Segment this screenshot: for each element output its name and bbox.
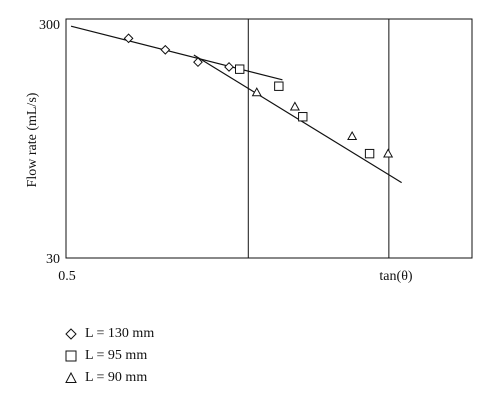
triangle-data-point bbox=[251, 87, 262, 97]
diamond-icon bbox=[65, 328, 77, 340]
legend-label: L = 90 mm bbox=[85, 370, 148, 385]
x-tick-label: 0.5 bbox=[58, 269, 76, 284]
y-tick-label: 300 bbox=[39, 18, 60, 33]
diamond-data-point bbox=[160, 44, 171, 55]
legend-label: L = 130 mm bbox=[85, 326, 155, 341]
plot-frame bbox=[65, 18, 473, 259]
square-data-point bbox=[364, 148, 375, 159]
triangle-icon bbox=[65, 371, 77, 383]
square-data-point bbox=[298, 112, 308, 122]
diamond-data-point bbox=[193, 57, 203, 68]
legend-item-l130: L = 130 mm bbox=[64, 323, 154, 345]
triangle-data-point bbox=[289, 101, 300, 111]
triangle-data-point bbox=[347, 130, 358, 141]
square-icon bbox=[65, 350, 77, 362]
diamond-data-point bbox=[224, 62, 234, 72]
legend-item-l95: L = 95 mm bbox=[64, 345, 154, 367]
square-data-point bbox=[274, 81, 284, 91]
legend-item-l90: L = 90 mm bbox=[64, 367, 154, 389]
diamond-data-point bbox=[123, 33, 134, 44]
square-data-point bbox=[234, 64, 245, 74]
y-tick-label: 30 bbox=[46, 252, 60, 267]
triangle-data-point bbox=[383, 148, 394, 158]
fit-line bbox=[70, 25, 283, 81]
fit-line bbox=[193, 54, 402, 184]
x-axis-label: tan(θ) bbox=[379, 269, 412, 284]
legend: L = 130 mm L = 95 mm L = 90 mm bbox=[64, 323, 154, 389]
y-axis-label: Flow rate (mL/s) bbox=[25, 92, 40, 187]
legend-label: L = 95 mm bbox=[85, 348, 148, 363]
